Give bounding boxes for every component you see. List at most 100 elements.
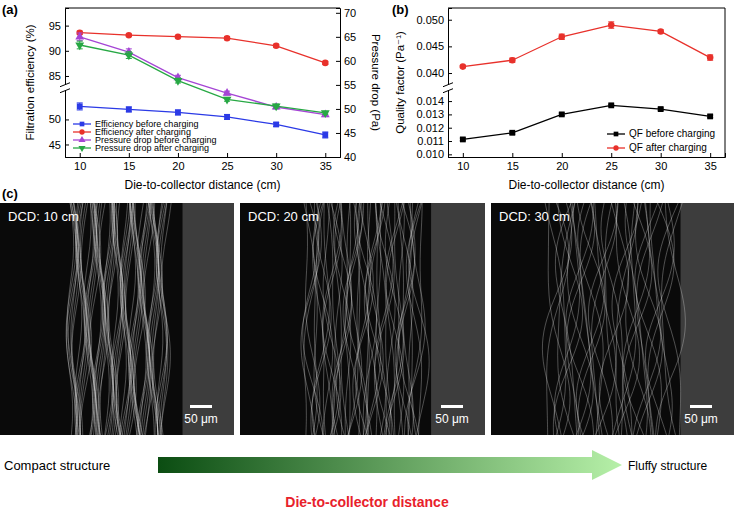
x-axis: 101520253035 xyxy=(66,153,341,172)
tick-mark xyxy=(336,85,340,86)
marker xyxy=(509,57,516,64)
fiber xyxy=(376,203,391,435)
legend-entry: QF before charging xyxy=(607,128,715,139)
tick-label: 0.050 xyxy=(416,14,444,26)
legend-marker xyxy=(614,132,619,137)
marker xyxy=(509,130,515,136)
fiber xyxy=(346,203,366,435)
fiber xyxy=(655,203,685,435)
marker xyxy=(322,60,329,67)
tick: 0.010 xyxy=(416,148,452,160)
chart: 101520253035455085909540455055606570Effi… xyxy=(49,7,357,172)
tick-label: 15 xyxy=(507,160,519,172)
series-line xyxy=(463,105,710,139)
fiber xyxy=(558,203,577,435)
fiber xyxy=(648,203,674,435)
marker xyxy=(608,22,615,29)
tick-mark xyxy=(448,141,452,142)
marker xyxy=(460,63,467,70)
fiber xyxy=(399,203,420,435)
fiber xyxy=(623,203,649,435)
tick-label: 0.045 xyxy=(416,40,444,52)
fiber xyxy=(637,203,664,435)
tick-mark xyxy=(336,157,340,158)
fiber xyxy=(313,203,333,435)
fiber xyxy=(375,203,393,435)
marker xyxy=(126,32,133,39)
tick-label: 65 xyxy=(344,31,356,43)
fiber xyxy=(122,203,134,435)
fiber xyxy=(395,203,415,435)
fiber xyxy=(90,203,101,435)
tick: 45 xyxy=(336,127,356,139)
fiber xyxy=(102,203,113,435)
tick: 15 xyxy=(123,153,135,172)
legend-marker xyxy=(80,122,85,127)
marker xyxy=(322,132,328,138)
fiber xyxy=(577,203,606,435)
tick-mark xyxy=(65,26,69,27)
fiber xyxy=(555,203,577,435)
tick-label: 0.040 xyxy=(416,67,444,79)
marker xyxy=(224,35,231,42)
scale-bar-label: 50 μm xyxy=(435,412,469,426)
fiber xyxy=(130,203,142,435)
fiber xyxy=(593,203,615,435)
fiber xyxy=(117,203,124,435)
image-label: DCD: 10 cm xyxy=(8,209,79,224)
fiber xyxy=(364,203,380,435)
frame-top xyxy=(65,8,340,9)
tick-mark xyxy=(463,153,464,157)
tick-label: 95 xyxy=(49,20,61,32)
fiber xyxy=(409,203,429,435)
tick: 10 xyxy=(457,153,469,172)
sem-image xyxy=(240,203,485,435)
error-bar xyxy=(77,103,83,110)
x-axis: 101520253035 xyxy=(449,153,726,172)
marker xyxy=(75,42,84,50)
tick: 70 xyxy=(336,7,356,19)
tick-mark xyxy=(129,153,130,157)
tick: 90 xyxy=(49,45,69,57)
fiber xyxy=(347,203,360,435)
tick-label: 85 xyxy=(49,70,61,82)
tick-mark xyxy=(448,114,452,115)
sem-image xyxy=(491,203,734,435)
marker xyxy=(126,107,132,113)
tick-mark xyxy=(448,46,452,47)
tick-label: 35 xyxy=(320,160,332,172)
axis-break-mark xyxy=(443,89,453,93)
fiber xyxy=(323,203,342,435)
caption: Die-to-collector distance xyxy=(285,494,449,510)
series-line xyxy=(463,25,710,67)
fiber xyxy=(611,203,635,435)
tick-mark xyxy=(336,13,340,14)
tick: 55 xyxy=(336,79,356,91)
tick-mark xyxy=(325,153,326,157)
tick: 45 xyxy=(49,139,69,151)
y-axis: 4550859095 xyxy=(49,9,69,158)
marker xyxy=(658,106,664,112)
fiber xyxy=(365,203,385,435)
tick-label: 20 xyxy=(172,160,184,172)
marker xyxy=(174,78,183,86)
tick-mark xyxy=(178,153,179,157)
fiber xyxy=(612,203,642,435)
scale-bar xyxy=(441,405,463,408)
tick-mark xyxy=(512,153,513,157)
scale-bar-label: 50 μm xyxy=(184,412,218,426)
fiber xyxy=(353,203,373,435)
marker xyxy=(175,33,182,40)
tick: 95 xyxy=(49,20,69,32)
legend-label: QF before charging xyxy=(629,128,715,139)
fiber xyxy=(323,203,342,435)
arrow-start-label: Compact structure xyxy=(4,458,110,473)
scale-bar xyxy=(690,405,712,408)
fiber xyxy=(554,203,579,435)
marker xyxy=(559,111,565,117)
tick: 40 xyxy=(336,151,356,163)
fiber xyxy=(114,203,126,435)
marker xyxy=(273,122,279,128)
error-bar xyxy=(559,34,565,39)
legend-marker xyxy=(78,146,85,152)
